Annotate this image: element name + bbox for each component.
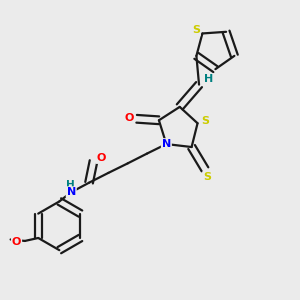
Text: S: S bbox=[201, 116, 209, 126]
Text: O: O bbox=[12, 236, 21, 247]
Text: N: N bbox=[67, 187, 76, 197]
Text: O: O bbox=[96, 153, 106, 163]
Text: H: H bbox=[66, 180, 75, 190]
Text: S: S bbox=[192, 26, 200, 35]
Text: N: N bbox=[162, 139, 171, 149]
Text: S: S bbox=[203, 172, 211, 182]
Text: O: O bbox=[124, 113, 134, 123]
Text: H: H bbox=[204, 74, 213, 84]
